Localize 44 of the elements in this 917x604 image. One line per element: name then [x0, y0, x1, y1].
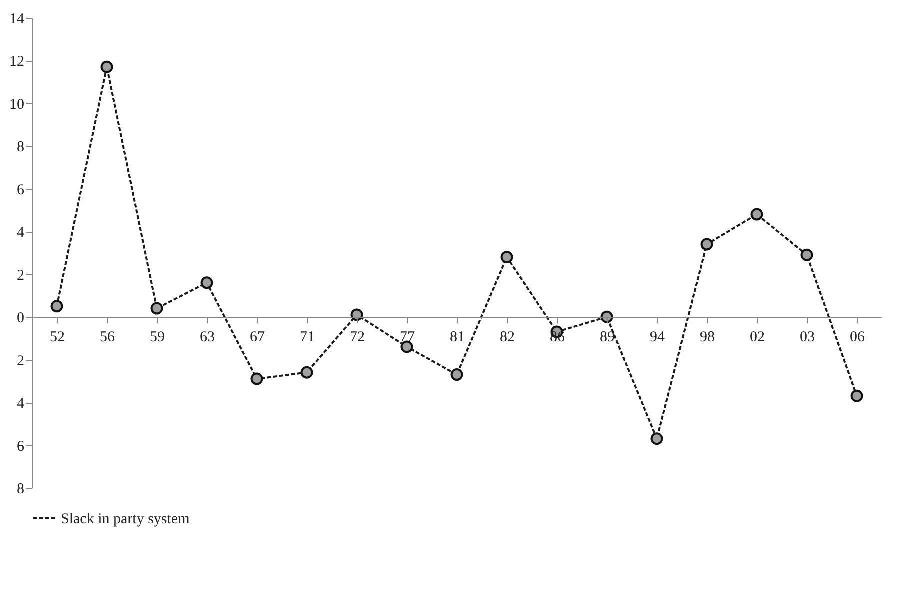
y-tick-label: 10	[10, 96, 24, 113]
point	[500, 251, 514, 264]
point	[850, 390, 864, 402]
x-tick-label: 02	[750, 330, 765, 346]
y-tick-label: 0	[17, 310, 24, 327]
x-tick-label: 67	[250, 330, 266, 346]
x-tick-label: 94	[650, 330, 666, 346]
x-tick-label: 82	[500, 330, 515, 346]
point	[150, 302, 164, 315]
point	[700, 238, 714, 251]
x-tick-label: 03	[800, 330, 815, 346]
y-tick-label: 6	[17, 182, 25, 198]
point	[650, 432, 664, 446]
y-tick-label: 2	[17, 268, 24, 284]
point	[750, 208, 764, 221]
point	[350, 308, 364, 322]
x-tick-label: 77	[400, 330, 416, 346]
y-tick-label: 2	[17, 353, 24, 370]
x-tick-label: 59	[150, 330, 165, 346]
x-tick-label: 72	[350, 330, 365, 346]
y-tick-label: 12	[10, 54, 24, 70]
y-tick-label: 4	[17, 225, 25, 242]
x-tick-label: 81	[450, 330, 465, 346]
x-tick-label: 56	[100, 330, 116, 346]
y-tick-label: 8	[17, 482, 24, 498]
x-tick-label: 98	[700, 330, 715, 346]
point	[200, 276, 214, 290]
x-tick-label: 06	[850, 330, 866, 346]
x-tick-label: 63	[200, 330, 215, 346]
x-tick-label: 71	[300, 330, 315, 346]
point	[100, 60, 114, 74]
point	[250, 372, 264, 386]
point	[300, 366, 314, 379]
x-tick-label: 89	[600, 330, 615, 346]
x-tick-label: 52	[50, 330, 65, 346]
y-tick-label: 4	[17, 396, 25, 412]
point	[450, 368, 464, 382]
y-tick-label: 14	[10, 12, 25, 28]
point	[800, 248, 814, 262]
point	[50, 300, 64, 313]
y-tick-label: 8	[17, 140, 24, 156]
y-tick-label: 6	[17, 438, 25, 455]
legend-label: Slack in party system	[61, 512, 190, 528]
point	[400, 340, 414, 354]
